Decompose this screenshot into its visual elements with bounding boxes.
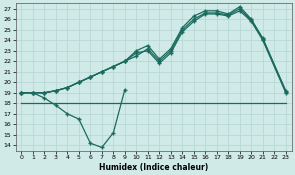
X-axis label: Humidex (Indice chaleur): Humidex (Indice chaleur)	[99, 163, 208, 172]
